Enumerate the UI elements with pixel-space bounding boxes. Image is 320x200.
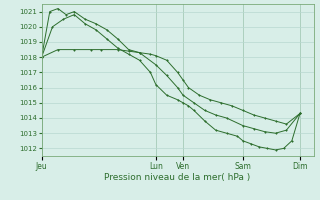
- X-axis label: Pression niveau de la mer( hPa ): Pression niveau de la mer( hPa ): [104, 173, 251, 182]
